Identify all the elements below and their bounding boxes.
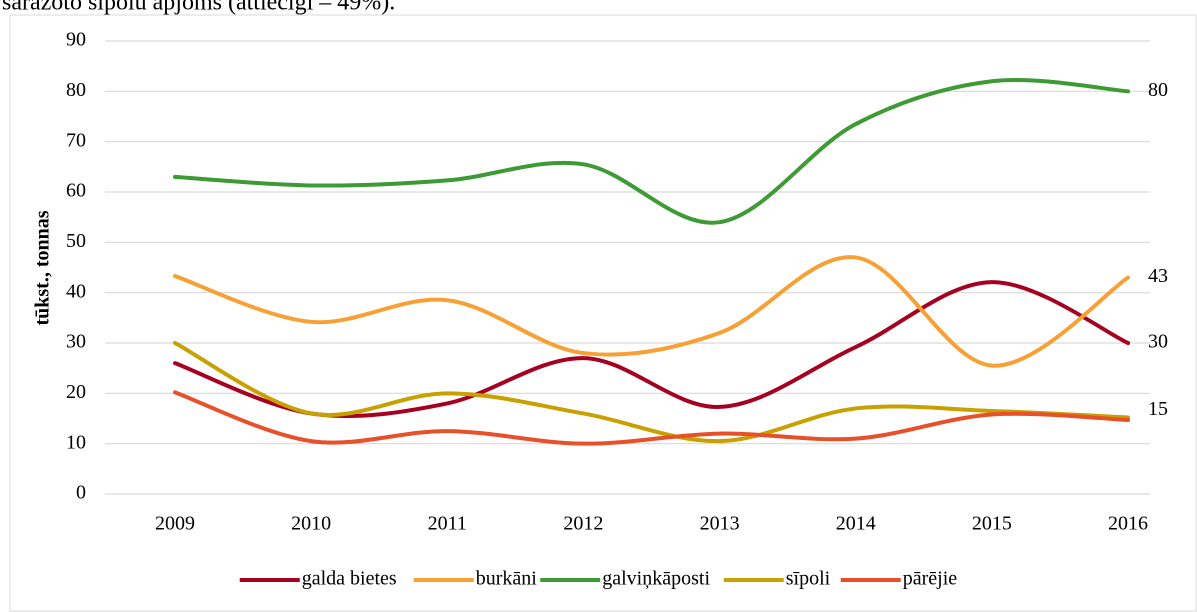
x-tick-label: 2009: [155, 513, 195, 535]
y-tick-label: 40: [66, 280, 86, 302]
legend-label: galviņkāposti: [602, 568, 710, 590]
x-tick-label: 2014: [836, 513, 876, 535]
x-tick-label: 2012: [563, 513, 603, 535]
y-tick-label: 60: [66, 180, 86, 202]
context-text: saražoto sīpolu apjoms (attiecīgi – 49%)…: [2, 0, 395, 16]
series-line: [173, 390, 1130, 446]
data-label: 80: [1148, 79, 1168, 101]
y-axis-label: tūkst., tonnas: [32, 210, 54, 325]
y-tick-label: 30: [66, 331, 86, 353]
x-tick-label: 2016: [1108, 513, 1148, 535]
y-tick-label: 80: [66, 79, 86, 101]
x-tick-label: 2013: [700, 513, 740, 535]
y-tick-label: 70: [66, 129, 86, 151]
data-label: 15: [1148, 398, 1168, 420]
x-tick-label: 2011: [428, 513, 467, 535]
data-label: 30: [1148, 331, 1168, 353]
x-tick-label: 2010: [291, 513, 331, 535]
legend-label: burkāni: [476, 568, 538, 590]
y-tick-label: 0: [76, 482, 86, 504]
y-tick-label: 10: [66, 431, 86, 453]
legend-label: sīpoli: [786, 568, 831, 590]
chart-frame: [9, 14, 1197, 612]
series-line: [173, 341, 1130, 444]
x-tick-label: 2015: [972, 513, 1012, 535]
data-label: 43: [1148, 265, 1168, 287]
y-tick-label: 50: [66, 230, 86, 252]
legend-label: galda bietes: [302, 568, 397, 590]
series-line: [173, 78, 1130, 225]
legend-label: pārējie: [903, 568, 958, 590]
series-line: [173, 255, 1130, 368]
y-tick-label: 20: [66, 381, 86, 403]
y-tick-label: 90: [66, 29, 86, 51]
